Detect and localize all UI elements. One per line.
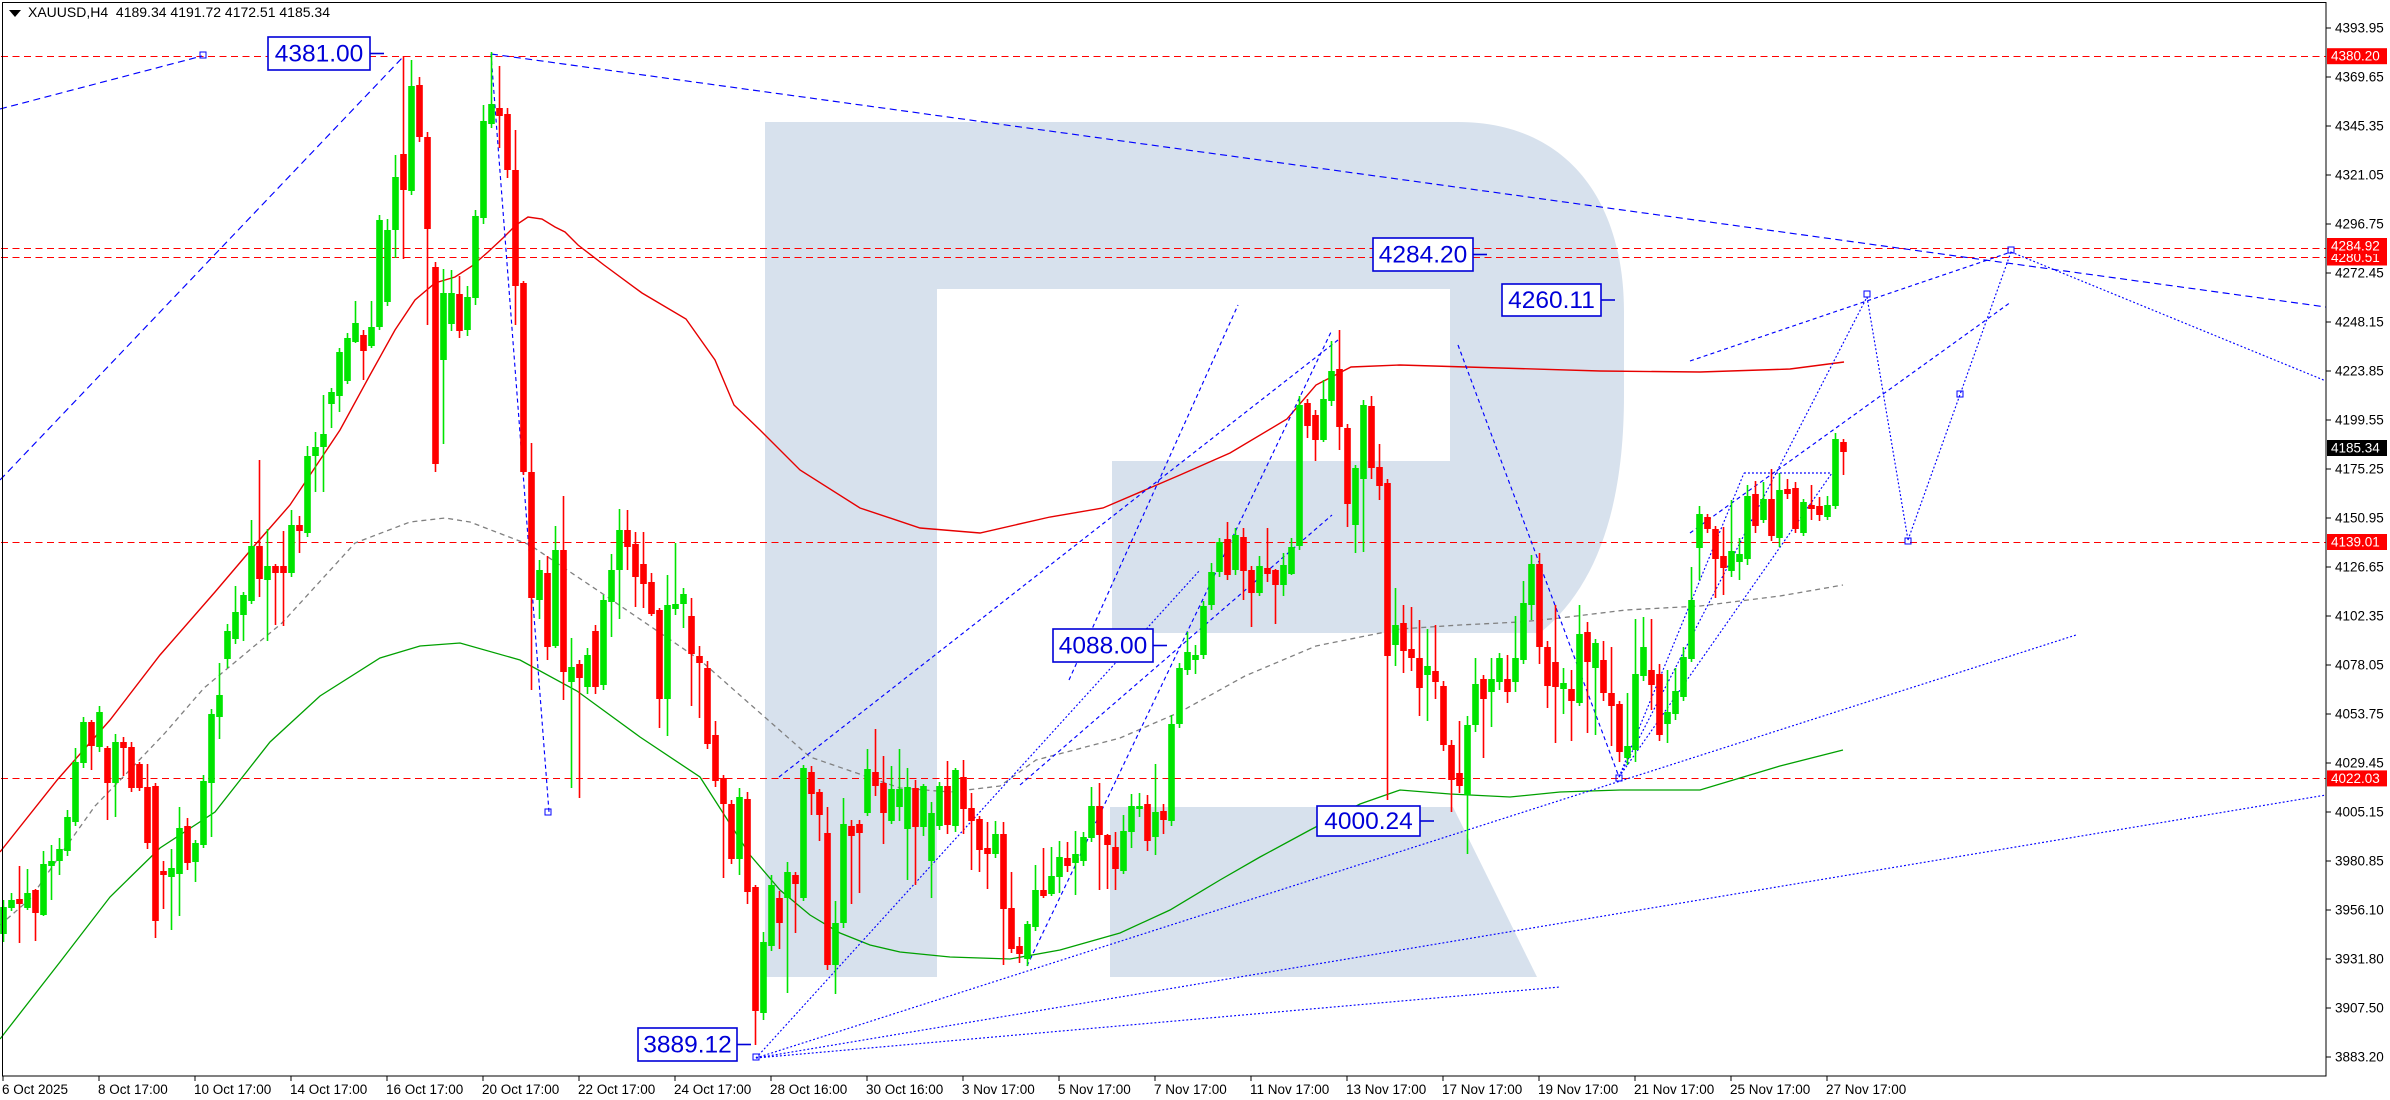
svg-text:14 Oct 17:00: 14 Oct 17:00: [290, 1082, 367, 1097]
svg-text:11 Nov 17:00: 11 Nov 17:00: [1250, 1082, 1329, 1097]
svg-text:3980.85: 3980.85: [2335, 854, 2384, 869]
svg-text:4345.35: 4345.35: [2335, 119, 2384, 134]
svg-text:4199.55: 4199.55: [2335, 413, 2384, 428]
svg-text:4053.75: 4053.75: [2335, 707, 2384, 722]
svg-text:4029.45: 4029.45: [2335, 756, 2384, 771]
svg-text:16 Oct 17:00: 16 Oct 17:00: [386, 1082, 463, 1097]
svg-text:4248.15: 4248.15: [2335, 315, 2384, 330]
svg-text:4369.65: 4369.65: [2335, 70, 2384, 85]
svg-text:4102.35: 4102.35: [2335, 609, 2384, 624]
svg-text:19 Nov 17:00: 19 Nov 17:00: [1538, 1082, 1618, 1097]
svg-text:4284.92: 4284.92: [2331, 239, 2380, 254]
svg-text:3931.80: 3931.80: [2335, 952, 2384, 967]
svg-text:24 Oct 17:00: 24 Oct 17:00: [674, 1082, 751, 1097]
svg-text:10 Oct 17:00: 10 Oct 17:00: [194, 1082, 271, 1097]
svg-text:4284.20: 4284.20: [1379, 242, 1468, 269]
svg-text:3 Nov 17:00: 3 Nov 17:00: [962, 1082, 1035, 1097]
svg-text:4088.00: 4088.00: [1059, 633, 1148, 660]
svg-text:4005.15: 4005.15: [2335, 805, 2384, 820]
svg-text:3907.50: 3907.50: [2335, 1001, 2384, 1016]
svg-text:3883.20: 3883.20: [2335, 1050, 2384, 1065]
svg-text:4272.45: 4272.45: [2335, 266, 2384, 281]
svg-text:21 Nov 17:00: 21 Nov 17:00: [1634, 1082, 1714, 1097]
svg-text:7 Nov 17:00: 7 Nov 17:00: [1154, 1082, 1227, 1097]
svg-text:4022.03: 4022.03: [2331, 771, 2380, 786]
svg-text:5 Nov 17:00: 5 Nov 17:00: [1058, 1082, 1131, 1097]
svg-text:XAUUSD,H4 4189.34 4191.72 417: XAUUSD,H4 4189.34 4191.72 4172.51 4185.3…: [28, 4, 330, 20]
svg-text:4393.95: 4393.95: [2335, 21, 2384, 36]
svg-text:4223.85: 4223.85: [2335, 364, 2384, 379]
svg-text:22 Oct 17:00: 22 Oct 17:00: [578, 1082, 655, 1097]
svg-text:28 Oct 16:00: 28 Oct 16:00: [770, 1082, 847, 1097]
svg-text:3956.10: 3956.10: [2335, 903, 2384, 918]
svg-text:4185.34: 4185.34: [2331, 441, 2380, 456]
svg-text:30 Oct 16:00: 30 Oct 16:00: [866, 1082, 943, 1097]
svg-text:17 Nov 17:00: 17 Nov 17:00: [1442, 1082, 1522, 1097]
svg-text:4381.00: 4381.00: [275, 41, 364, 68]
svg-text:4078.05: 4078.05: [2335, 658, 2384, 673]
svg-text:4321.05: 4321.05: [2335, 168, 2384, 183]
svg-text:4260.11: 4260.11: [1508, 287, 1595, 314]
svg-text:20 Oct 17:00: 20 Oct 17:00: [482, 1082, 559, 1097]
svg-text:4139.01: 4139.01: [2331, 535, 2380, 550]
svg-text:27 Nov 17:00: 27 Nov 17:00: [1826, 1082, 1906, 1097]
svg-text:8 Oct 17:00: 8 Oct 17:00: [98, 1082, 168, 1097]
svg-text:4380.20: 4380.20: [2331, 49, 2380, 64]
svg-text:3889.12: 3889.12: [643, 1032, 732, 1059]
svg-text:4296.75: 4296.75: [2335, 217, 2384, 232]
svg-text:13 Nov 17:00: 13 Nov 17:00: [1346, 1082, 1426, 1097]
svg-text:4150.95: 4150.95: [2335, 511, 2384, 526]
svg-text:6 Oct 2025: 6 Oct 2025: [2, 1082, 68, 1097]
svg-text:4000.24: 4000.24: [1324, 808, 1413, 835]
svg-text:25 Nov 17:00: 25 Nov 17:00: [1730, 1082, 1810, 1097]
svg-text:4175.25: 4175.25: [2335, 462, 2384, 477]
svg-text:4126.65: 4126.65: [2335, 560, 2384, 575]
